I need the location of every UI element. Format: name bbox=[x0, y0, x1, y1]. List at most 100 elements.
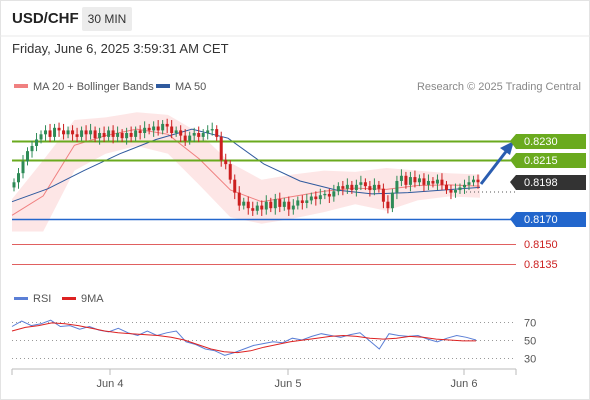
candle-body bbox=[143, 127, 147, 133]
candle-body bbox=[399, 175, 403, 181]
candle-body bbox=[287, 201, 291, 210]
candle-body bbox=[426, 180, 430, 185]
level-badge-pointer-1 bbox=[510, 153, 516, 168]
candle-body bbox=[80, 130, 84, 137]
ma20-line bbox=[11, 128, 481, 216]
price-level-labels: 0.8230 0.8215 0.8198 0.8170 0.8150 0.8135 bbox=[510, 134, 586, 271]
candle-body bbox=[102, 133, 106, 137]
x-tick-label-0: Jun 4 bbox=[97, 378, 124, 390]
candle-body bbox=[242, 201, 246, 206]
legend-label-ma50: MA 50 bbox=[175, 81, 206, 93]
chart-header: USD/CHF 30 MIN bbox=[0, 0, 590, 36]
candle-body bbox=[300, 200, 304, 203]
candle-body bbox=[35, 139, 39, 146]
candle-body bbox=[269, 201, 273, 209]
level-label-0: 0.8230 bbox=[524, 136, 558, 148]
rsi-tick-label-50: 50 bbox=[524, 336, 536, 348]
timeframe-badge[interactable]: 30 MIN bbox=[82, 7, 132, 31]
candle-body bbox=[66, 130, 70, 135]
candle-body bbox=[84, 130, 88, 135]
candle-body bbox=[161, 123, 165, 131]
candle-body bbox=[395, 180, 399, 193]
candle-body bbox=[228, 164, 232, 180]
level-label-5: 0.8135 bbox=[524, 259, 558, 271]
level-badge-3 bbox=[516, 212, 586, 227]
candle-body bbox=[440, 179, 444, 185]
candle-body bbox=[125, 133, 129, 139]
chart-legend: MA 20 + Bollinger Bands MA 50 Research ©… bbox=[14, 81, 581, 93]
candle-body bbox=[291, 205, 295, 210]
rsi-tick-label-70: 70 bbox=[524, 318, 536, 330]
candle-body bbox=[165, 123, 169, 127]
candle-body bbox=[350, 184, 354, 191]
candle-body bbox=[44, 130, 48, 135]
candle-body bbox=[129, 133, 133, 137]
level-label-2: 0.8198 bbox=[524, 177, 558, 189]
legend-swatch-rsi-ma bbox=[62, 297, 76, 300]
legend-swatch-ma50 bbox=[156, 84, 170, 88]
legend-swatch-ma20 bbox=[14, 84, 28, 88]
forecast-arrow-head-icon bbox=[500, 141, 514, 155]
candle-body bbox=[273, 199, 277, 209]
candles bbox=[12, 118, 480, 216]
candle-body bbox=[345, 184, 349, 189]
candle-body bbox=[354, 184, 358, 191]
candle-body bbox=[413, 177, 417, 183]
candle-body bbox=[206, 130, 210, 133]
candle-body bbox=[30, 145, 34, 152]
copyright-text: Research © 2025 Trading Central bbox=[417, 81, 581, 93]
candle-body bbox=[278, 199, 282, 207]
level-label-4: 0.8150 bbox=[524, 239, 558, 251]
candle-body bbox=[71, 130, 75, 135]
legend-swatch-rsi bbox=[14, 297, 28, 300]
candle-body bbox=[435, 179, 439, 184]
candle-body bbox=[381, 188, 385, 202]
level-badge-pointer-0 bbox=[510, 134, 516, 149]
candle-body bbox=[314, 196, 318, 200]
x-axis: Jun 4 Jun 5 Jun 6 bbox=[11, 368, 517, 390]
candle-body bbox=[188, 135, 192, 141]
candle-body bbox=[224, 160, 228, 165]
candle-body bbox=[264, 201, 268, 210]
x-tick-label-1: Jun 5 bbox=[275, 378, 302, 390]
candle-body bbox=[93, 130, 97, 139]
candle-body bbox=[48, 130, 52, 137]
candle-body bbox=[12, 182, 16, 188]
level-badge-2 bbox=[516, 175, 586, 190]
candle-body bbox=[467, 182, 471, 185]
candle-body bbox=[332, 191, 336, 197]
candle-body bbox=[147, 127, 151, 131]
level-badge-pointer-2 bbox=[510, 175, 516, 190]
candle-body bbox=[471, 179, 475, 183]
candle-body bbox=[237, 192, 241, 206]
candle-body bbox=[179, 130, 183, 136]
candle-body bbox=[39, 134, 43, 140]
rsi-line bbox=[11, 319, 477, 356]
candle-body bbox=[372, 184, 376, 191]
candle-body bbox=[201, 133, 205, 137]
candle-body bbox=[453, 190, 457, 193]
candle-body bbox=[309, 196, 313, 201]
candle-body bbox=[386, 201, 390, 209]
candle-body bbox=[192, 133, 196, 136]
candle-body bbox=[260, 205, 264, 210]
candle-body bbox=[255, 205, 259, 211]
x-tick-label-2: Jun 6 bbox=[451, 378, 478, 390]
symbol-title: USD/CHF bbox=[12, 10, 79, 27]
candle-body bbox=[134, 130, 138, 137]
candle-body bbox=[363, 182, 367, 187]
candle-body bbox=[107, 130, 111, 137]
candle-body bbox=[62, 130, 66, 135]
candle-body bbox=[246, 201, 250, 209]
rsi-ma-line bbox=[11, 322, 476, 354]
candle-body bbox=[57, 127, 61, 131]
candle-body bbox=[341, 186, 345, 189]
candle-body bbox=[156, 126, 160, 131]
candle-body bbox=[368, 186, 372, 191]
candle-body bbox=[138, 130, 142, 133]
candle-body bbox=[323, 193, 327, 196]
price-pane: 0.8230 0.8215 0.8198 0.8170 0.8150 0.8135 bbox=[11, 112, 586, 271]
candle-body bbox=[215, 129, 219, 137]
legend-label-rsi-ma: 9MA bbox=[81, 293, 104, 305]
